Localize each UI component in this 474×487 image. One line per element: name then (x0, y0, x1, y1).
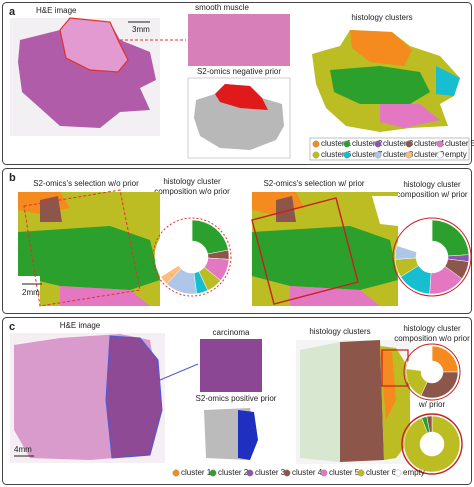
chart-title: histology cluster (163, 177, 221, 186)
legend-label: cluster 6 (321, 150, 352, 159)
prior-region (215, 84, 268, 110)
legend-label: cluster 5 (445, 139, 474, 148)
legend-swatch (283, 469, 291, 477)
donut-group (154, 219, 470, 295)
panel-frame (2, 168, 472, 314)
cluster-image (252, 192, 398, 306)
legend-swatch (374, 140, 382, 148)
donut-segment (405, 345, 433, 371)
legend-label: cluster 1 (181, 468, 212, 477)
legend-swatch (436, 151, 444, 159)
cluster-image (18, 192, 160, 306)
legend-label: cluster 2 (218, 468, 249, 477)
legend-label: empty (403, 468, 425, 477)
legend-label: cluster 4 (414, 139, 445, 148)
cluster-region (436, 66, 460, 96)
tissue-region (105, 335, 163, 459)
donut-segment (431, 219, 470, 257)
legend-label: cluster 7 (352, 150, 383, 159)
legend-label: cluster 9 (414, 150, 445, 159)
legend-swatch (405, 140, 413, 148)
zoom-arrow (159, 363, 199, 381)
legend-swatch (343, 151, 351, 159)
legend-swatch (394, 469, 402, 477)
legend-swatch (312, 151, 320, 159)
donut-segment (431, 345, 459, 373)
legend-swatch (320, 469, 328, 477)
scale-label: 4mm (14, 445, 32, 454)
prior-region (238, 410, 258, 460)
image-title: H&E image (36, 6, 77, 15)
chart-title: composition w/o prior (394, 334, 470, 343)
image-title: S2-omics positive prior (196, 394, 277, 403)
chart-title: w/ prior (418, 400, 446, 409)
donut-segment (191, 219, 229, 255)
legend-swatch (405, 151, 413, 159)
cluster-image (296, 340, 410, 464)
legend-swatch (172, 469, 180, 477)
donut-outline (401, 413, 463, 475)
cluster-region (330, 66, 430, 104)
donut-outline (392, 217, 472, 297)
panel-frame (2, 2, 472, 165)
legend: cluster 1 cluster 2 cluster 3 cluster 4 clus… (172, 468, 425, 477)
legend-label: cluster 5 (329, 468, 360, 477)
chart-title: histology cluster (403, 324, 461, 333)
image-title: histology clusters (351, 13, 412, 22)
donut-segment (154, 219, 193, 278)
zoom-image (188, 14, 290, 66)
legend-swatch (312, 140, 320, 148)
panel-label: a (9, 6, 16, 18)
image-title: smooth muscle (195, 3, 249, 12)
selection-box (251, 197, 359, 305)
legend-label: cluster 1 (321, 139, 352, 148)
image-title: carcinoma (213, 328, 250, 337)
legend-label: empty (445, 150, 467, 159)
image-title: histology clusters (309, 327, 370, 336)
legend-label: cluster 8 (383, 150, 414, 159)
donut-segment (420, 371, 459, 399)
legend-swatch (246, 469, 254, 477)
image-title: S2-omics's selection w/o prior (33, 179, 139, 188)
legend-label: cluster 2 (352, 139, 383, 148)
donut-outline (152, 217, 232, 297)
image-title: S2-omics negative prior (197, 67, 281, 76)
legend-label: cluster 3 (255, 468, 286, 477)
cluster-region (350, 30, 412, 66)
legend-swatch (343, 140, 351, 148)
tissue-region (59, 17, 129, 73)
legend-swatch (357, 469, 365, 477)
image-title: S2-omics's selection w/ prior (263, 179, 364, 188)
zoom-image (200, 339, 262, 392)
image-title: H&E image (60, 321, 101, 330)
donut-outline (403, 343, 461, 401)
donut-group (403, 345, 461, 473)
legend-label: cluster 4 (292, 468, 323, 477)
cluster-region (380, 104, 440, 128)
legend-label: cluster 3 (383, 139, 414, 148)
scale-label: 2mm (22, 288, 40, 297)
donut-segment (426, 415, 433, 433)
legend-swatch (209, 469, 217, 477)
scale-label: 3mm (132, 25, 150, 34)
tissue (18, 18, 156, 128)
donut-segment (403, 415, 461, 473)
panel-label: c (9, 321, 15, 333)
chart-title: composition w/o prior (154, 187, 230, 196)
chart-title: composition w/ prior (396, 190, 467, 199)
donut-segment (396, 219, 433, 253)
legend-swatch (374, 151, 382, 159)
panel-frame (2, 317, 472, 485)
legend-label: cluster 6 (366, 468, 397, 477)
panel-label: b (9, 172, 16, 184)
legend-swatch (436, 140, 444, 148)
chart-title: histology cluster (403, 180, 461, 189)
legend: cluster 1 cluster 2 cluster 3 cluster 4 clus… (312, 139, 474, 159)
